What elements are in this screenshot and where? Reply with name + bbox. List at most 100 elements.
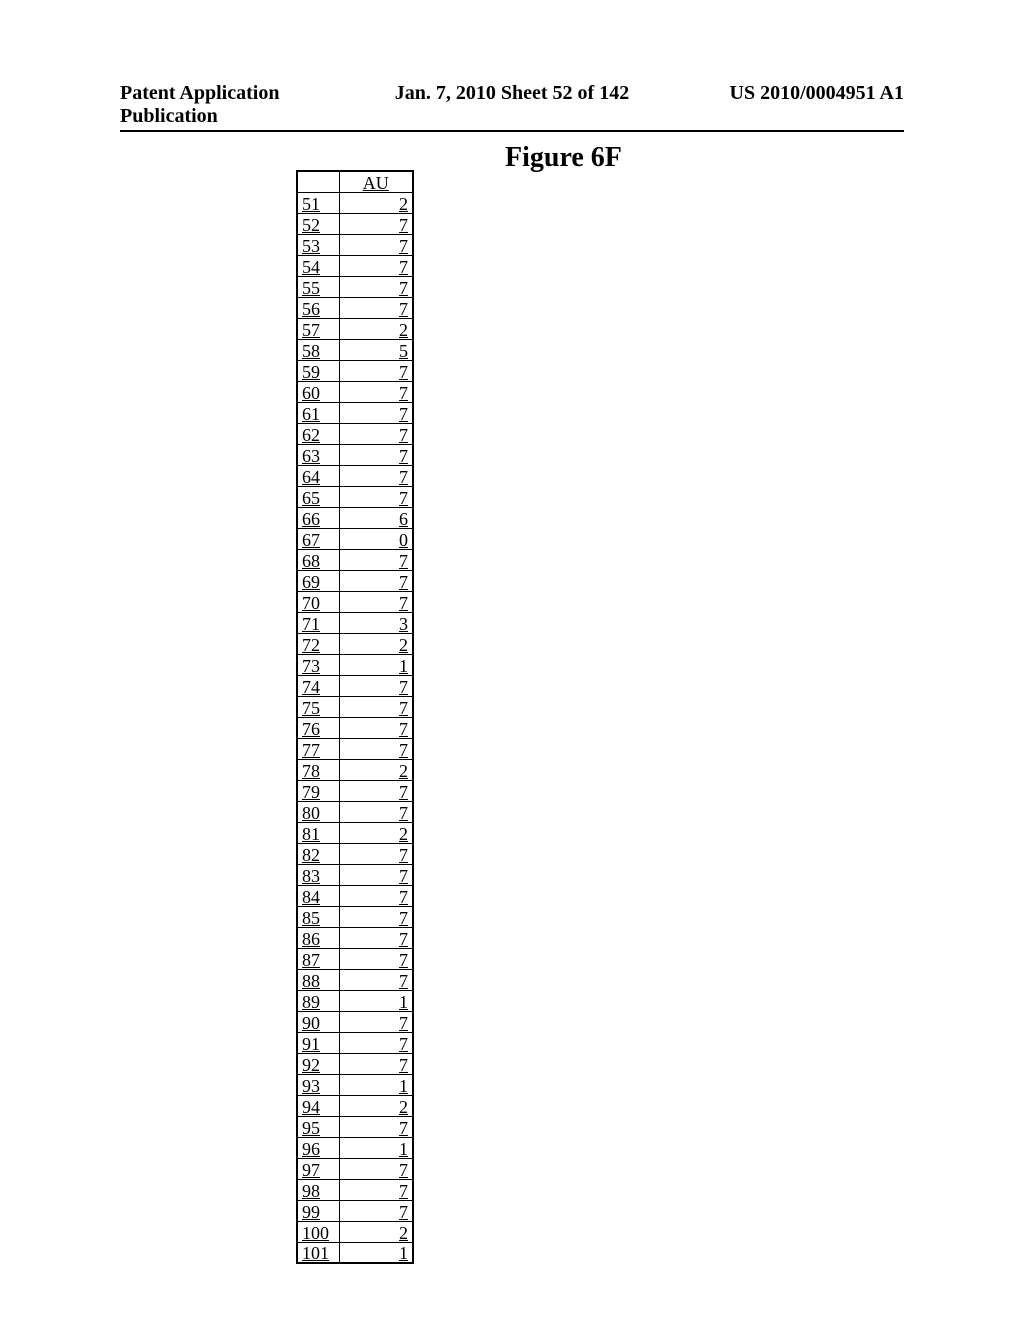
table-cell-value: 7	[339, 780, 413, 801]
table-cell-index: 97	[297, 1158, 339, 1179]
table-cell-value: 7	[339, 738, 413, 759]
table-row: 887	[297, 969, 413, 990]
header-publication: Patent Application Publication	[120, 82, 381, 128]
table-cell-value: 7	[339, 1053, 413, 1074]
table-cell-value: 7	[339, 360, 413, 381]
table-row: 927	[297, 1053, 413, 1074]
table-row: 637	[297, 444, 413, 465]
table-row: 957	[297, 1116, 413, 1137]
table-row: 757	[297, 696, 413, 717]
document-header: Patent Application Publication Jan. 7, 2…	[120, 82, 904, 132]
table-row: 847	[297, 885, 413, 906]
table-cell-value: 1	[339, 990, 413, 1011]
table-cell-index: 77	[297, 738, 339, 759]
table-cell-value: 1	[339, 654, 413, 675]
table-body: 5125275375475575675725855976076176276376…	[297, 192, 413, 1263]
table-row: 647	[297, 465, 413, 486]
table-cell-index: 73	[297, 654, 339, 675]
table-row: 572	[297, 318, 413, 339]
table-cell-index: 66	[297, 507, 339, 528]
table-cell-index: 67	[297, 528, 339, 549]
table-cell-index: 51	[297, 192, 339, 213]
table-row: 666	[297, 507, 413, 528]
table-cell-index: 95	[297, 1116, 339, 1137]
table-cell-index: 63	[297, 444, 339, 465]
table-cell-index: 89	[297, 990, 339, 1011]
table-cell-value: 1	[339, 1242, 413, 1263]
table-cell-value: 7	[339, 717, 413, 738]
table-cell-value: 7	[339, 381, 413, 402]
table-cell-index: 69	[297, 570, 339, 591]
table-row: 567	[297, 297, 413, 318]
table-cell-value: 7	[339, 234, 413, 255]
table-cell-value: 7	[339, 969, 413, 990]
table-row: 707	[297, 591, 413, 612]
table-cell-value: 7	[339, 402, 413, 423]
table-cell-index: 99	[297, 1200, 339, 1221]
table-cell-value: 6	[339, 507, 413, 528]
table-cell-value: 7	[339, 801, 413, 822]
table-cell-index: 93	[297, 1074, 339, 1095]
table-cell-value: 7	[339, 549, 413, 570]
table-header-row: AU	[297, 171, 413, 192]
table-row: 597	[297, 360, 413, 381]
table-cell-value: 7	[339, 1179, 413, 1200]
table-cell-index: 59	[297, 360, 339, 381]
table-cell-value: 1	[339, 1137, 413, 1158]
table-cell-index: 85	[297, 906, 339, 927]
table-cell-value: 7	[339, 696, 413, 717]
table-row: 722	[297, 633, 413, 654]
table-cell-index: 75	[297, 696, 339, 717]
table-cell-index: 71	[297, 612, 339, 633]
table-cell-index: 65	[297, 486, 339, 507]
table-row: 1011	[297, 1242, 413, 1263]
table-cell-value: 2	[339, 192, 413, 213]
table-row: 827	[297, 843, 413, 864]
table-row: 797	[297, 780, 413, 801]
table-cell-value: 7	[339, 570, 413, 591]
table-row: 557	[297, 276, 413, 297]
table-row: 627	[297, 423, 413, 444]
table-cell-value: 0	[339, 528, 413, 549]
table-cell-value: 7	[339, 297, 413, 318]
table-cell-value: 7	[339, 1011, 413, 1032]
table-row: 512	[297, 192, 413, 213]
table-cell-index: 88	[297, 969, 339, 990]
table-cell-value: 7	[339, 675, 413, 696]
table-row: 617	[297, 402, 413, 423]
table-cell-value: 2	[339, 633, 413, 654]
table-cell-index: 55	[297, 276, 339, 297]
table-cell-value: 7	[339, 948, 413, 969]
table-row: 537	[297, 234, 413, 255]
table-cell-index: 78	[297, 759, 339, 780]
table-cell-index: 72	[297, 633, 339, 654]
table-cell-index: 87	[297, 948, 339, 969]
table-cell-index: 101	[297, 1242, 339, 1263]
table-cell-index: 98	[297, 1179, 339, 1200]
table-row: 782	[297, 759, 413, 780]
table-cell-value: 2	[339, 822, 413, 843]
table-cell-value: 7	[339, 906, 413, 927]
table-cell-index: 80	[297, 801, 339, 822]
table-cell-value: 7	[339, 864, 413, 885]
table-row: 713	[297, 612, 413, 633]
table-cell-value: 2	[339, 1221, 413, 1242]
figure-title: Figure 6F	[505, 142, 622, 174]
table-cell-value: 7	[339, 591, 413, 612]
table-cell-index: 90	[297, 1011, 339, 1032]
table-row: 907	[297, 1011, 413, 1032]
table-cell-index: 86	[297, 927, 339, 948]
table-cell-index: 64	[297, 465, 339, 486]
table-cell-value: 7	[339, 885, 413, 906]
table-cell-value: 7	[339, 1032, 413, 1053]
table-cell-index: 76	[297, 717, 339, 738]
table-row: 867	[297, 927, 413, 948]
table-row: 747	[297, 675, 413, 696]
table-cell-index: 84	[297, 885, 339, 906]
table-cell-value: 7	[339, 486, 413, 507]
table-cell-index: 94	[297, 1095, 339, 1116]
table-cell-index: 52	[297, 213, 339, 234]
table-cell-value: 2	[339, 318, 413, 339]
table-cell-index: 61	[297, 402, 339, 423]
table-row: 607	[297, 381, 413, 402]
